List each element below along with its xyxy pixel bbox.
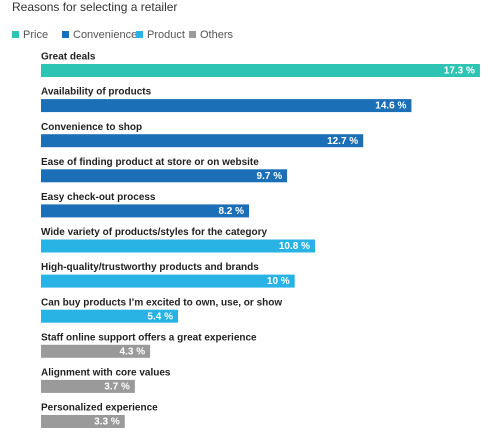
category-label: Can buy products I’m excited to own, use…	[41, 297, 282, 308]
value-label: 9.7 %	[257, 171, 283, 182]
category-label: Easy check-out process	[41, 192, 156, 203]
chart-title: Reasons for selecting a retailer	[12, 0, 177, 14]
legend-swatch	[189, 31, 196, 38]
legend-swatch	[12, 31, 19, 38]
legend-swatch	[62, 31, 69, 38]
category-label: Staff online support offers a great expe…	[41, 332, 257, 343]
legend-swatch	[136, 31, 143, 38]
legend-label: Product	[147, 29, 185, 41]
category-label: Great deals	[41, 52, 96, 63]
bar	[41, 169, 288, 183]
category-label: Convenience to shop	[41, 122, 142, 133]
value-label: 3.3 %	[94, 417, 120, 428]
bar	[41, 239, 316, 253]
bar	[41, 274, 295, 288]
category-label: High-quality/trustworthy products and br…	[41, 262, 259, 273]
bar	[41, 309, 179, 323]
value-label: 10.8 %	[279, 241, 310, 252]
bar	[41, 99, 412, 113]
category-label: Ease of finding product at store or on w…	[41, 157, 259, 168]
bar	[41, 344, 151, 358]
category-label: Alignment with core values	[41, 368, 171, 379]
category-label: Availability of products	[41, 87, 152, 98]
value-label: 10 %	[267, 276, 290, 287]
value-label: 14.6 %	[375, 101, 406, 112]
bar	[41, 64, 480, 77]
bar	[41, 134, 364, 148]
category-label: Wide variety of products/styles for the …	[41, 227, 268, 238]
value-label: 17.3 %	[444, 66, 475, 77]
value-label: 12.7 %	[327, 136, 358, 147]
value-label: 8.2 %	[218, 206, 244, 217]
legend-label: Price	[23, 29, 48, 41]
value-label: 5.4 %	[147, 311, 173, 322]
legend-label: Convenience	[73, 29, 137, 41]
value-label: 3.7 %	[104, 382, 130, 393]
bar	[41, 379, 135, 393]
bar	[41, 415, 125, 428]
category-label: Personalized experience	[41, 403, 158, 414]
legend-label: Others	[200, 29, 234, 41]
value-label: 4.3 %	[120, 346, 146, 357]
bar	[41, 204, 250, 218]
